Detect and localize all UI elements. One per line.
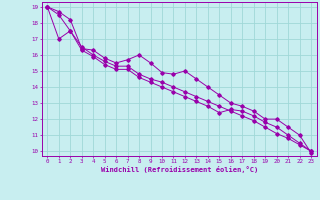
- X-axis label: Windchill (Refroidissement éolien,°C): Windchill (Refroidissement éolien,°C): [100, 166, 258, 173]
